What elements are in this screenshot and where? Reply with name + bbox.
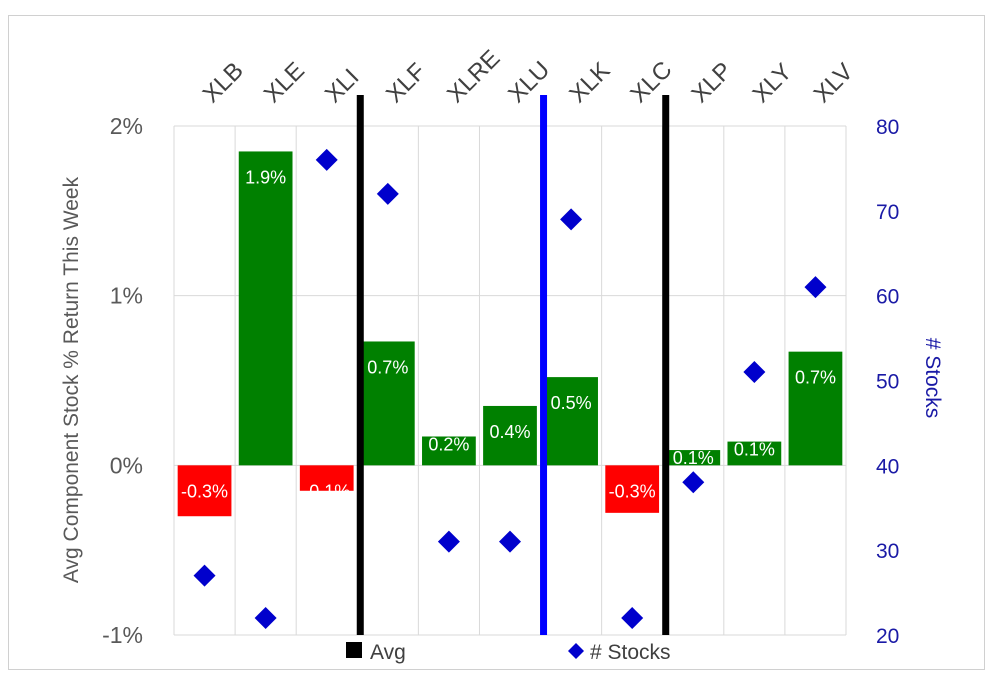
- data-label-xlc: -0.3%: [609, 481, 656, 501]
- bar-xlv: [788, 351, 843, 466]
- bar-xlu: [483, 405, 537, 466]
- legend-marker-avg: [346, 642, 362, 658]
- marker-xly: [743, 361, 766, 384]
- y-axis-left: -1% 0% 1% 2%: [102, 113, 143, 648]
- marker-xlb: [193, 564, 216, 587]
- y-axis-right: 20 30 40 50 60 70 80: [876, 116, 899, 648]
- y2-tick-label: 20: [876, 625, 899, 648]
- bar-xlf: [360, 341, 415, 466]
- legend-label-avg: Avg: [370, 641, 406, 664]
- data-label-xlre: 0.2%: [428, 434, 469, 454]
- data-label-xli: -0.1%: [303, 481, 350, 501]
- marker-xlk: [560, 208, 583, 231]
- y2-tick-label: 80: [876, 116, 899, 139]
- y-tick-label: 2%: [110, 113, 143, 139]
- marker-xli: [315, 148, 338, 171]
- marker-xlc: [621, 607, 644, 630]
- data-label-xlp: 0.1%: [673, 448, 714, 468]
- y2-tick-label: 60: [876, 286, 899, 309]
- data-label-xlb: -0.3%: [181, 481, 228, 501]
- data-label-xlu: 0.4%: [489, 422, 530, 442]
- legend-label-stocks: # Stocks: [590, 641, 671, 664]
- bar-xly: [727, 441, 782, 466]
- y2-tick-label: 70: [876, 201, 899, 224]
- legend-marker-stocks: [568, 643, 584, 659]
- markers: [193, 148, 827, 630]
- bar-xle: [238, 151, 293, 466]
- bar-xli: [299, 465, 354, 491]
- data-label-xlk: 0.5%: [551, 393, 592, 413]
- marker-xlre: [437, 530, 460, 553]
- data-label-xle: 1.9%: [245, 167, 286, 187]
- bar-xlc: [605, 465, 660, 513]
- data-label-xlf: 0.7%: [367, 357, 408, 377]
- y2-axis-title: # Stocks: [921, 338, 944, 419]
- legend: Avg # Stocks: [346, 641, 671, 664]
- reference-lines: [356, 95, 670, 635]
- y-axis-title: Avg Component Stock % Return This Week: [60, 176, 83, 583]
- marker-xlu: [499, 530, 521, 553]
- marker-xlp: [682, 471, 705, 494]
- bar-xlre: [422, 436, 476, 466]
- bar-labels: -0.3% 1.9% -0.1% 0.7% 0.2% 0.4% 0.5% -0.3% 0.1% 0…: [181, 167, 836, 501]
- y-tick-label: 0%: [110, 452, 143, 478]
- y-tick-label: -1%: [102, 622, 143, 648]
- bar-xlp: [666, 450, 721, 466]
- marker-xle: [254, 607, 277, 630]
- data-label-xly: 0.1%: [734, 440, 775, 460]
- marker-xlf: [376, 182, 399, 205]
- bar-xlb: [177, 465, 232, 517]
- bar-xlk: [544, 377, 598, 466]
- y2-tick-label: 50: [876, 371, 899, 394]
- y-tick-label: 1%: [110, 283, 143, 309]
- y2-tick-label: 30: [876, 540, 899, 563]
- chart-border: [8, 15, 985, 670]
- bars: [177, 151, 843, 517]
- marker-xlv: [804, 276, 827, 299]
- data-label-xlv: 0.7%: [795, 368, 836, 388]
- y2-tick-label: 40: [876, 455, 899, 478]
